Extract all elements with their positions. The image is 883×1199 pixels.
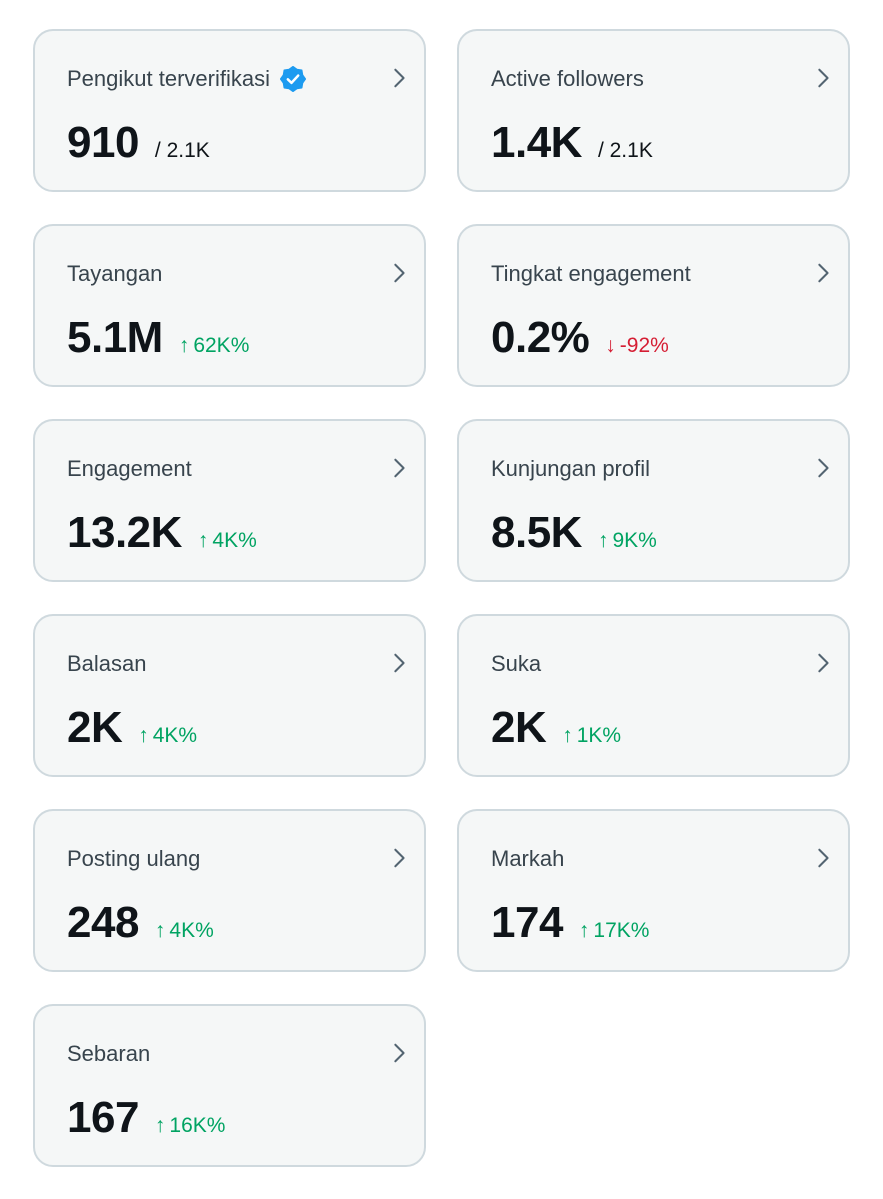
metric-title: Sebaran [67, 1040, 150, 1068]
metric-value: 910 [67, 118, 139, 167]
metric-title-label: Tayangan [67, 261, 163, 286]
metric-title-label: Suka [491, 651, 542, 676]
metric-change-value: 4K% [152, 724, 198, 747]
metric-change-value: 17K% [593, 919, 650, 942]
metric-value: 167 [67, 1093, 139, 1142]
metric-row: 174 ↑ 17K% [491, 899, 649, 947]
metric-row: 13.2K ↑ 4K% [67, 509, 257, 557]
metric-row: 0.2% ↓ -92% [491, 314, 669, 362]
metric-value: 0.2% [491, 313, 590, 362]
metric-row: 248 ↑ 4K% [67, 899, 214, 947]
metric-title-label: Posting ulang [67, 846, 201, 871]
metric-card[interactable]: Posting ulang 248 ↑ 4K% [33, 809, 426, 972]
metric-value: 174 [491, 898, 563, 947]
metric-value: 1.4K [491, 118, 582, 167]
metric-title: Kunjungan profil [491, 455, 650, 483]
metric-change: ↑ 9K% [598, 529, 657, 553]
metric-change: ↑ 16K% [155, 1114, 226, 1138]
metric-change: ↑ 17K% [579, 919, 650, 943]
metric-title: Active followers [491, 65, 644, 93]
metric-value: 13.2K [67, 508, 182, 557]
metric-title-label: Active followers [491, 66, 644, 91]
metric-card[interactable]: Suka 2K ↑ 1K% [457, 614, 850, 777]
arrow-up-icon: ↑ [154, 1114, 166, 1137]
metric-change-value: 4K% [212, 529, 257, 552]
metric-card[interactable]: Engagement 13.2K ↑ 4K% [33, 419, 426, 582]
metric-title-label: Pengikut terverifikasi [67, 66, 270, 91]
metric-card[interactable]: Kunjungan profil 8.5K ↑ 9K% [457, 419, 850, 582]
metrics-grid: Pengikut terverifikasi 910/ 2.1K Active fo… [33, 29, 850, 1167]
metric-title: Tayangan [67, 260, 162, 288]
metric-change-value: 62K% [193, 334, 250, 357]
metric-value: 5.1M [67, 313, 163, 362]
metric-change: ↓ -92% [605, 334, 669, 358]
metric-row: 5.1M ↑ 62K% [67, 314, 249, 362]
metric-change: ↑ 1K% [562, 724, 621, 748]
chevron-right-icon [394, 653, 405, 673]
metric-title: Posting ulang [67, 845, 200, 873]
metric-title: Tingkat engagement [491, 260, 691, 288]
metric-change-value: -92% [619, 334, 669, 357]
metric-card[interactable]: Pengikut terverifikasi 910 / 2.1K [33, 29, 426, 192]
metric-title-label: Tingkat engagement [491, 261, 691, 286]
metric-value: 8.5K [491, 508, 582, 557]
chevron-right-icon [394, 263, 405, 283]
metric-row: 2K ↑ 4K% [67, 704, 197, 752]
metric-change-value: 4K% [169, 919, 214, 942]
metric-title: Engagement [67, 455, 192, 483]
metric-title: Markah [491, 845, 564, 873]
chevron-right-icon [818, 653, 829, 673]
chevron-right-icon [818, 68, 829, 88]
metric-total: / 2.1K [154, 139, 210, 162]
metric-value: 2K [491, 703, 547, 752]
metric-title: Balasan [67, 650, 147, 678]
metric-row: 2K ↑ 1K% [491, 704, 621, 752]
metric-change: ↑ 4K% [155, 919, 214, 943]
metric-change: ↑ 4K% [198, 529, 257, 553]
arrow-up-icon: ↑ [138, 724, 149, 747]
metric-change-value: 16K% [169, 1114, 226, 1137]
metric-change-value: 1K% [576, 724, 622, 747]
metric-title-label: Balasan [67, 651, 147, 676]
chevron-right-icon [818, 848, 829, 868]
arrow-up-icon: ↑ [578, 919, 590, 942]
arrow-up-icon: ↑ [178, 334, 190, 357]
metric-change: ↑ 4K% [138, 724, 197, 748]
metric-card[interactable]: Balasan 2K ↑ 4K% [33, 614, 426, 777]
metric-title-label: Sebaran [67, 1041, 151, 1066]
chevron-right-icon [394, 848, 405, 868]
arrow-up-icon: ↑ [562, 724, 573, 747]
metric-row: 8.5K ↑ 9K% [491, 509, 657, 557]
chevron-right-icon [394, 458, 405, 478]
metric-row: 1.4K / 2.1K [491, 119, 653, 167]
chevron-right-icon [818, 458, 829, 478]
metric-card[interactable]: Active followers 1.4K / 2.1K [457, 29, 850, 192]
metric-title-label: Engagement [67, 456, 192, 481]
metric-title-label: Kunjungan profil [491, 456, 651, 481]
metric-value: 248 [67, 898, 139, 947]
metric-change-value: 9K% [612, 529, 657, 552]
metric-row: 167 ↑ 16K% [67, 1094, 225, 1142]
metric-card[interactable]: Sebaran 167 ↑ 16K% [33, 1004, 426, 1167]
metric-title-label: Markah [491, 846, 565, 871]
chevron-right-icon [818, 263, 829, 283]
metric-title: Suka [491, 650, 541, 678]
metric-card[interactable]: Tingkat engagement 0.2% ↓ -92% [457, 224, 850, 387]
metric-total: / 2.1K [597, 139, 653, 162]
metric-card[interactable]: Tayangan 5.1M ↑ 62K% [33, 224, 426, 387]
chevron-right-icon [394, 1043, 405, 1063]
metric-title: Pengikut terverifikasi [67, 65, 306, 93]
metric-change: ↑ 62K% [179, 334, 250, 358]
arrow-up-icon: ↑ [154, 919, 166, 942]
metric-value: 2K [67, 703, 123, 752]
arrow-up-icon: ↑ [597, 529, 609, 552]
arrow-down-icon: ↓ [605, 334, 616, 357]
chevron-right-icon [394, 68, 405, 88]
metric-row: 910 / 2.1K [67, 119, 210, 167]
arrow-up-icon: ↑ [197, 529, 209, 552]
verified-badge-icon [279, 66, 306, 92]
metric-card[interactable]: Markah 174 ↑ 17K% [457, 809, 850, 972]
